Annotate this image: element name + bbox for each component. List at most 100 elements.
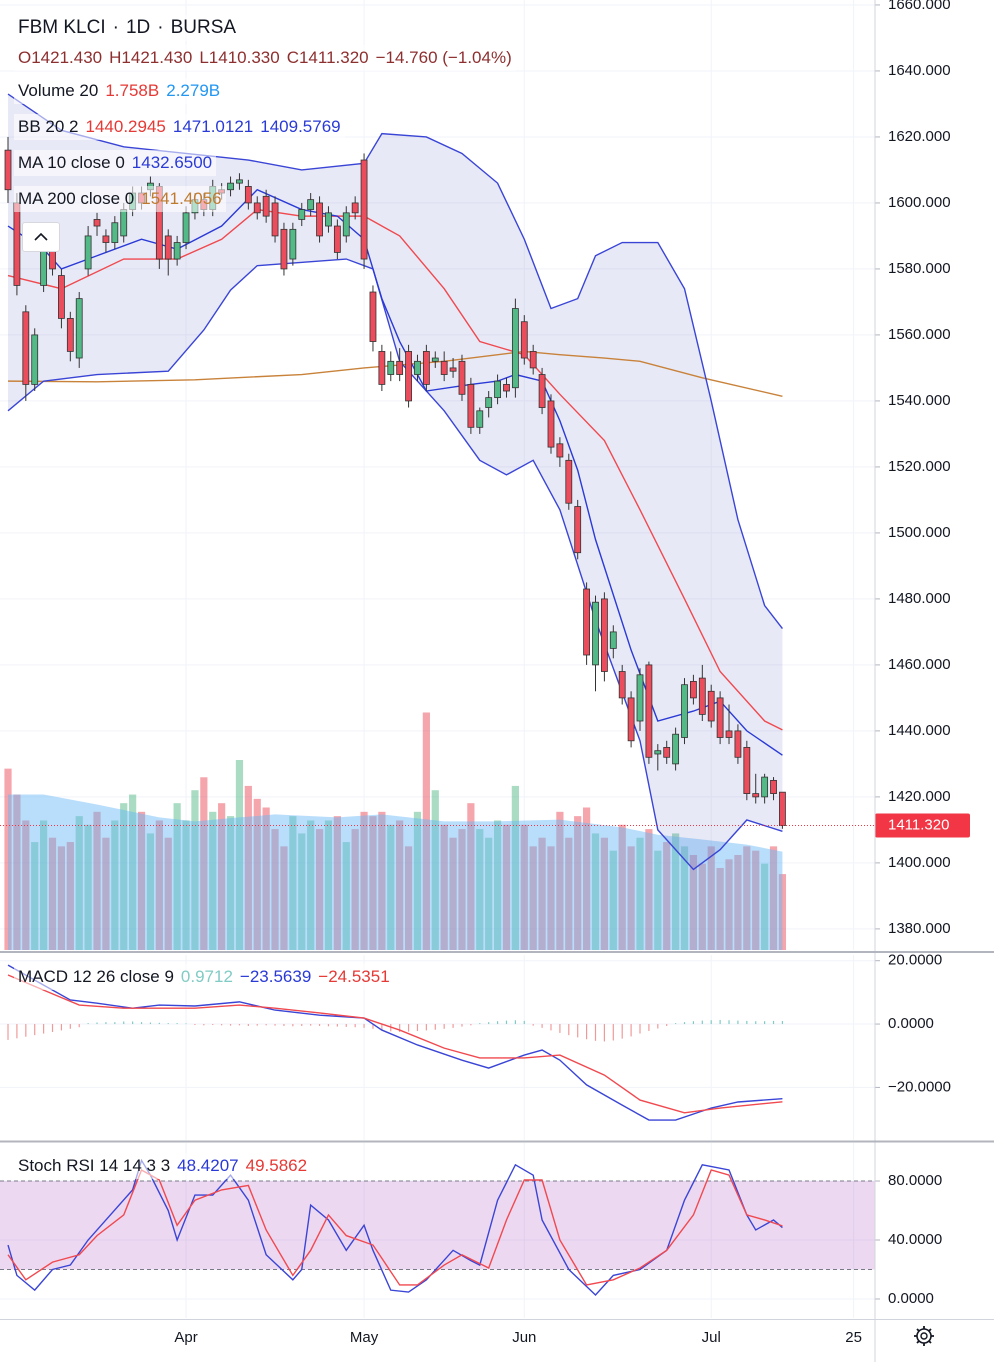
ohlc-value: L1410.330 (199, 48, 280, 67)
volume-bar (315, 829, 324, 950)
volume-bar (707, 846, 715, 950)
candle-body (369, 291, 377, 342)
legend-value: 1409.5769 (260, 117, 341, 136)
legend-row: MA 200 close 0 1541.4056 (14, 186, 226, 212)
separator: · (112, 17, 119, 38)
volume-bar (440, 824, 448, 950)
volume-bar (431, 790, 439, 950)
candle-body (102, 235, 110, 243)
candle-body (547, 400, 555, 448)
x-tick-label: Apr (174, 1329, 197, 1346)
volume-bar (182, 820, 190, 950)
volume-bar (467, 803, 475, 950)
y-tick-label: 0.0000 (888, 1015, 934, 1032)
volume-bar (778, 874, 787, 950)
candle-body (494, 380, 501, 399)
volume-bar (752, 850, 760, 950)
ma200-line (8, 350, 783, 397)
legend-row: Stoch RSI 14 14 3 3 48.4207 49.5862 (14, 1153, 312, 1179)
volume-bar (734, 855, 742, 950)
volume-bar (716, 867, 724, 950)
volume-bar (84, 824, 92, 950)
volume-bar (422, 712, 430, 950)
last-price-label: 1411.320 (888, 817, 949, 834)
candle-body (58, 275, 65, 319)
volume-ma-area (8, 794, 783, 950)
volume-bar (146, 833, 155, 950)
volume-bar (209, 811, 217, 950)
volume-bar (387, 824, 395, 950)
candle-body (556, 443, 564, 458)
volume-bar (200, 777, 208, 950)
legend-row: MA 10 close 0 1432.6500 (14, 150, 217, 176)
volume-bar (351, 829, 359, 950)
symbol: FBM KLCI (18, 17, 106, 38)
candle-body (467, 384, 475, 428)
candle-body (440, 360, 448, 375)
volume-bar (698, 863, 706, 950)
x-tick-label: May (350, 1329, 379, 1346)
volume-bar (476, 829, 484, 950)
candle-body (414, 360, 421, 375)
candle-body (93, 219, 101, 227)
legend-value: 1541.4056 (141, 189, 222, 208)
candle-body (244, 186, 252, 204)
candle-body (761, 776, 769, 798)
volume-bar (672, 833, 680, 950)
candle-body (342, 212, 350, 237)
candle-body (672, 733, 680, 765)
volume-bar (155, 820, 163, 950)
candle-body (609, 631, 617, 649)
volume-bar (591, 833, 600, 950)
volume-bar (13, 794, 21, 950)
volume-bar (342, 842, 350, 950)
candle-body (734, 730, 742, 758)
collapse-legend-button[interactable] (22, 222, 60, 252)
candle-body (743, 746, 751, 794)
candle-body (22, 311, 30, 385)
legend-label: MACD 12 26 close 9 (18, 967, 174, 986)
candle-body (779, 791, 786, 826)
candle-body (476, 410, 484, 428)
candle-body (592, 601, 599, 666)
candle-body (387, 360, 395, 375)
interval: 1D (125, 17, 151, 38)
volume-bar (93, 811, 101, 950)
candle-body (31, 334, 39, 385)
x-tick-label: 25 (845, 1329, 862, 1346)
y-tick-label: 1620.000 (888, 128, 951, 145)
volume-bar (289, 816, 297, 950)
settings-icon[interactable] (914, 1326, 934, 1346)
y-tick-label: 40.0000 (888, 1231, 942, 1248)
volume-bar (244, 785, 252, 950)
y-tick-label: 1580.000 (888, 260, 951, 277)
candle-body (458, 360, 466, 395)
volume-bar (191, 790, 199, 950)
volume-bar (66, 842, 74, 950)
bb-lower-line (7, 258, 783, 871)
candle-body (663, 746, 671, 758)
volume-bar (22, 820, 30, 950)
candle-body (120, 209, 128, 237)
volume-bar (378, 811, 386, 950)
candle-body (236, 179, 243, 184)
candle-body (422, 351, 430, 385)
candle-body (574, 506, 582, 554)
volume-bar (253, 798, 261, 950)
axes: 1660.000 1640.000 1620.000 1600.000 1580.000… (174, 0, 970, 1346)
volume-bar (75, 816, 83, 950)
bollinger-fill (8, 94, 783, 870)
volume-bar (369, 816, 377, 950)
volume-bar (324, 820, 333, 950)
candle-body (280, 228, 288, 270)
volume-bar (529, 846, 537, 950)
volume-bar (618, 824, 626, 950)
legend-value: 0.9712 (180, 967, 233, 986)
legend-row: BB 20 2 1440.2945 1471.0121 1409.5769 (14, 114, 345, 140)
exchange: BURSA (170, 17, 237, 38)
candle-body (770, 779, 777, 794)
volume-bar (565, 837, 573, 950)
candle-body (565, 459, 573, 504)
legend-row: O1421.430 H1421.430 L1410.330 C1411.320 −14.… (14, 45, 516, 71)
candle-body (698, 677, 706, 715)
